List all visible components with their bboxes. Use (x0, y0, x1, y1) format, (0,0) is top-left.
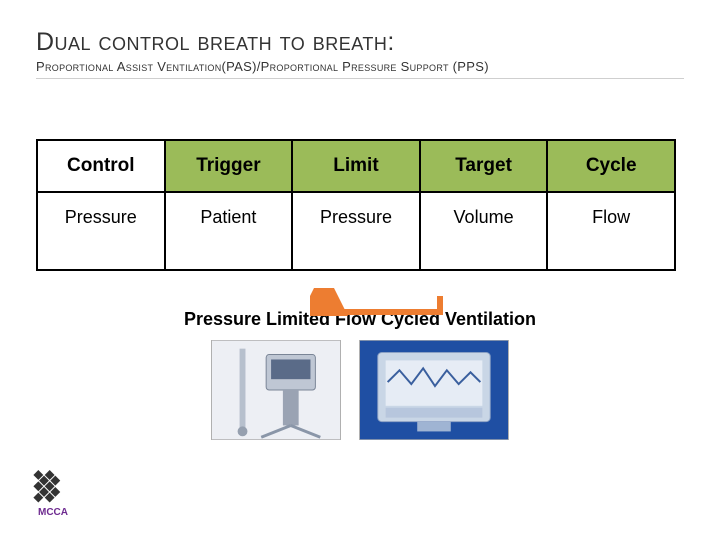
ventilation-table: Control Trigger Limit Target Cycle Press… (36, 139, 676, 271)
col-trigger: Trigger (165, 140, 293, 192)
device-image-a (211, 340, 341, 440)
caption: Pressure Limited Flow Cycled Ventilation (36, 309, 684, 330)
cell-trigger: Patient (165, 192, 293, 270)
cell-cycle: Flow (547, 192, 675, 270)
col-cycle: Cycle (547, 140, 675, 192)
image-row (36, 340, 684, 440)
cell-limit: Pressure (292, 192, 420, 270)
slide-subtitle: Proportional Assist Ventilation(PAS)/Pro… (36, 59, 684, 74)
table-header-row: Control Trigger Limit Target Cycle (37, 140, 675, 192)
col-limit: Limit (292, 140, 420, 192)
cell-control: Pressure (37, 192, 165, 270)
title-rule (36, 78, 684, 79)
mcca-logo: MCCA (24, 469, 84, 522)
cell-target: Volume (420, 192, 548, 270)
logo-text: MCCA (38, 507, 68, 517)
slide: Dual control breath to breath: Proportio… (0, 0, 720, 440)
slide-title: Dual control breath to breath: (36, 28, 684, 57)
table-row: Pressure Patient Pressure Volume Flow (37, 192, 675, 270)
col-target: Target (420, 140, 548, 192)
ventilator-icon (212, 340, 340, 440)
monitor-icon (360, 340, 508, 440)
col-control: Control (37, 140, 165, 192)
device-image-b (359, 340, 509, 440)
